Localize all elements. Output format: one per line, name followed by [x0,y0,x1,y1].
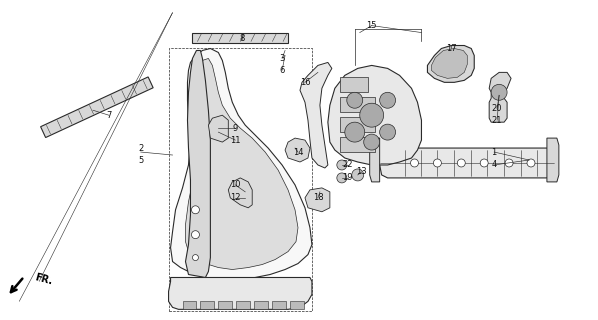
Text: 6: 6 [279,66,285,75]
Polygon shape [300,62,332,168]
Polygon shape [370,138,380,182]
Polygon shape [228,178,252,208]
Bar [236,301,250,309]
Polygon shape [305,188,330,212]
Text: 5: 5 [138,156,144,164]
Circle shape [337,160,347,170]
Text: 13: 13 [356,167,367,176]
Text: 15: 15 [367,21,377,30]
Text: 22: 22 [343,160,353,170]
Circle shape [193,255,199,260]
Polygon shape [547,138,559,182]
Text: 21: 21 [492,116,502,125]
Polygon shape [328,65,422,165]
Bar [200,301,214,309]
Bar [272,301,286,309]
Text: 2: 2 [138,144,144,153]
Circle shape [491,84,507,100]
Polygon shape [185,51,210,277]
Polygon shape [208,115,228,142]
Circle shape [410,159,419,167]
Circle shape [347,92,363,108]
Text: 18: 18 [313,193,324,202]
Text: FR.: FR. [33,272,53,287]
Circle shape [380,124,396,140]
Circle shape [360,103,384,127]
Circle shape [505,159,513,167]
Polygon shape [431,49,467,78]
Circle shape [352,169,364,181]
Bar [290,301,304,309]
Polygon shape [193,33,288,43]
Text: 17: 17 [446,44,457,53]
Text: 12: 12 [230,193,240,202]
Circle shape [191,206,200,214]
Circle shape [364,134,380,150]
Circle shape [480,159,488,167]
Text: 19: 19 [343,173,353,182]
Text: 1: 1 [492,148,497,156]
Circle shape [191,231,200,239]
Polygon shape [380,148,554,178]
Polygon shape [185,59,298,269]
Text: 4: 4 [492,160,497,170]
Text: 9: 9 [233,124,238,132]
Text: 7: 7 [106,111,111,120]
Text: 14: 14 [293,148,303,156]
Bar [340,77,368,92]
Polygon shape [41,77,153,138]
Text: 8: 8 [240,34,245,43]
Circle shape [527,159,535,167]
Polygon shape [169,277,312,309]
Circle shape [345,122,365,142]
Text: 20: 20 [492,104,502,113]
Bar [182,301,197,309]
Text: 16: 16 [300,78,310,87]
Polygon shape [428,45,474,82]
Bar [218,301,232,309]
Polygon shape [170,49,312,279]
Circle shape [457,159,465,167]
Circle shape [434,159,441,167]
Bar [254,301,268,309]
Polygon shape [285,138,310,162]
Text: 11: 11 [230,136,240,145]
Circle shape [380,92,396,108]
Bar [340,137,375,152]
Circle shape [337,173,347,183]
Text: 3: 3 [279,54,285,63]
Polygon shape [489,72,511,122]
Text: 10: 10 [230,180,240,189]
Bar [340,97,375,112]
Bar [340,117,375,132]
